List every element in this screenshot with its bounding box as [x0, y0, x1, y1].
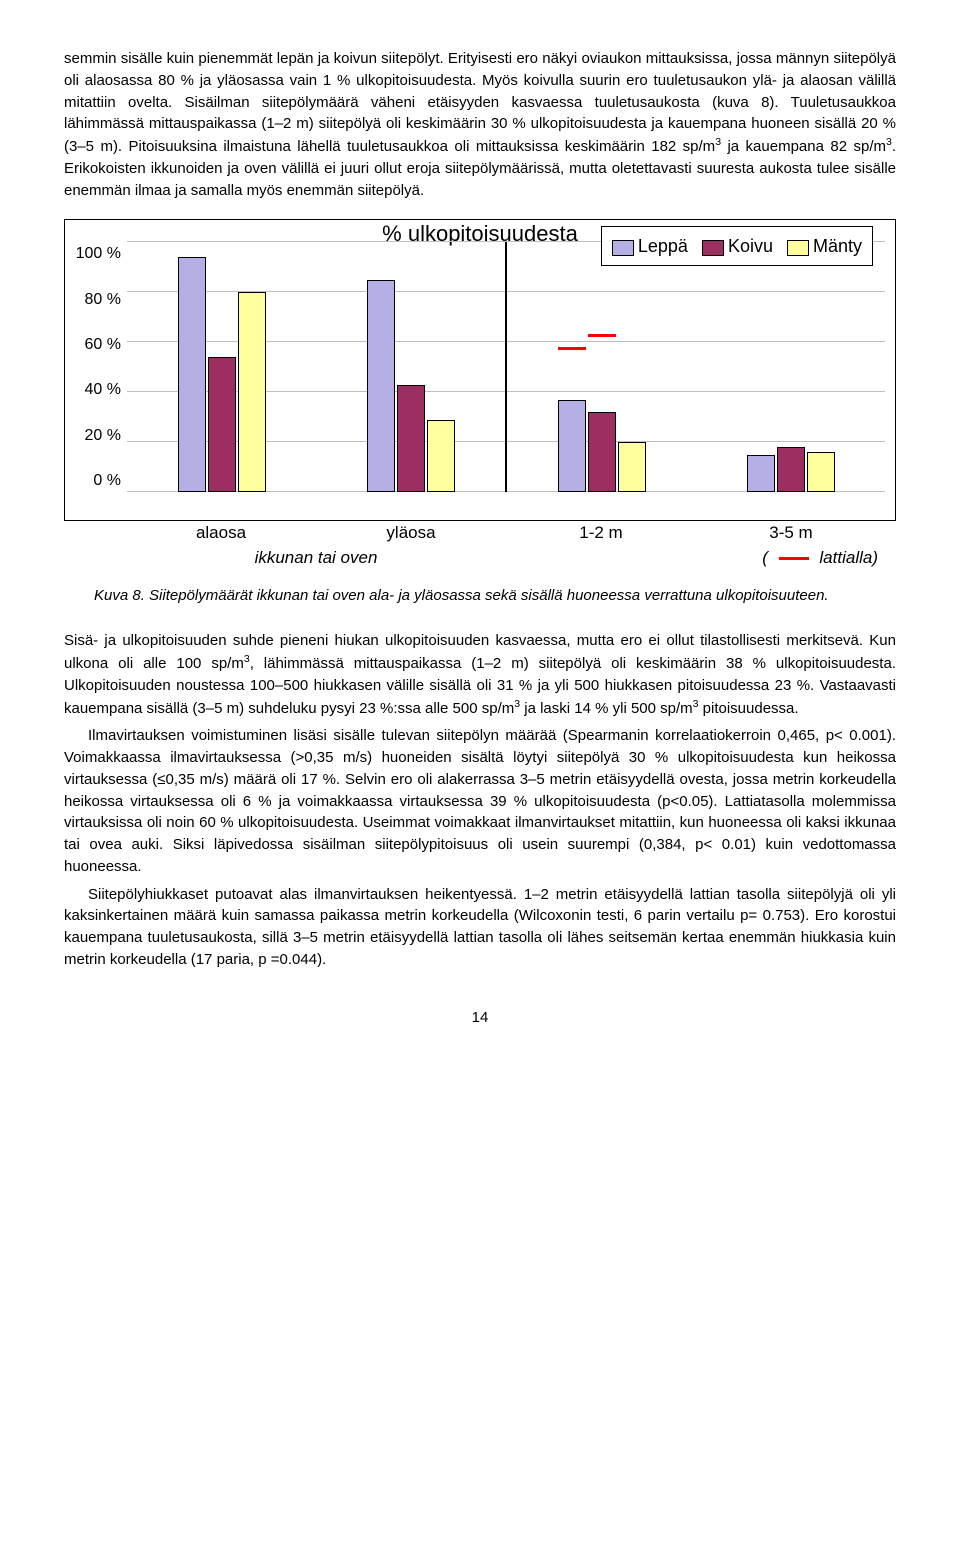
bar-group: [127, 242, 316, 492]
legend-label: Leppä: [638, 236, 688, 256]
paragraph-1: semmin sisälle kuin pienemmät lepän ja k…: [64, 48, 896, 201]
figure-caption: Kuva 8. Siitepölymäärät ikkunan tai oven…: [94, 585, 866, 607]
chart-canvas: % ulkopitoisuudesta100 %80 %60 %40 %20 %…: [64, 219, 896, 521]
ytick-label: 80 %: [65, 288, 121, 311]
bar-group: [316, 242, 505, 492]
chart-xaxis-row2: ikkunan tai oven ( lattialla): [126, 546, 886, 571]
ytick-label: 0 %: [65, 469, 121, 492]
ytick-label: 20 %: [65, 424, 121, 447]
bar: [208, 357, 236, 492]
xaxis-label: yläosa: [316, 521, 506, 546]
text: pitoisuudessa.: [699, 700, 799, 717]
text: ja kauempana 82 sp/m: [721, 138, 886, 155]
chart-figure-8: % ulkopitoisuudesta100 %80 %60 %40 %20 %…: [64, 219, 896, 570]
legend-item: Mänty: [787, 233, 862, 259]
bar: [178, 257, 206, 492]
bar: [777, 447, 805, 492]
legend-label: Mänty: [813, 236, 862, 256]
paragraph-3: Ilmavirtauksen voimistuminen lisäsi sisä…: [64, 725, 896, 877]
legend-label: Koivu: [728, 236, 773, 256]
legend-swatch: [612, 240, 634, 256]
page-number: 14: [64, 1007, 896, 1029]
paragraph-2: Sisä- ja ulkopitoisuuden suhde pieneni h…: [64, 630, 896, 719]
chart-yaxis: 100 % 80 % 60 % 40 % 20 % 0 %: [65, 220, 127, 520]
section-label-left: ikkunan tai oven: [126, 546, 506, 571]
ytick-label: 60 %: [65, 333, 121, 356]
bar: [588, 412, 616, 492]
bar: [807, 452, 835, 492]
legend-swatch: [787, 240, 809, 256]
chart-plot: [127, 242, 885, 492]
bar: [618, 442, 646, 492]
xaxis-label: 3-5 m: [696, 521, 886, 546]
legend-swatch: [702, 240, 724, 256]
bar: [397, 385, 425, 493]
ytick-label: 40 %: [65, 378, 121, 401]
bar-group: [507, 242, 696, 492]
chart-xaxis-row1: alaosayläosa 1-2 m3-5 m: [126, 521, 886, 546]
floor-marker: [588, 334, 616, 337]
floor-legend: ( lattialla): [506, 546, 886, 571]
bar-group: [696, 242, 885, 492]
bar: [427, 420, 455, 493]
ytick-label: 100 %: [65, 242, 121, 265]
xaxis-label: 1-2 m: [506, 521, 696, 546]
bar: [238, 292, 266, 492]
text: ja laski 14 % yli 500 sp/m: [520, 700, 693, 717]
bar: [558, 400, 586, 493]
legend-item: Koivu: [702, 233, 773, 259]
chart-legend: Leppä Koivu Mänty: [601, 226, 873, 266]
bar: [747, 455, 775, 493]
legend-item: Leppä: [612, 233, 688, 259]
paragraph-4: Siitepölyhiukkaset putoavat alas ilmanvi…: [64, 884, 896, 971]
bar: [367, 280, 395, 493]
floor-marker: [558, 347, 586, 350]
xaxis-label: alaosa: [126, 521, 316, 546]
